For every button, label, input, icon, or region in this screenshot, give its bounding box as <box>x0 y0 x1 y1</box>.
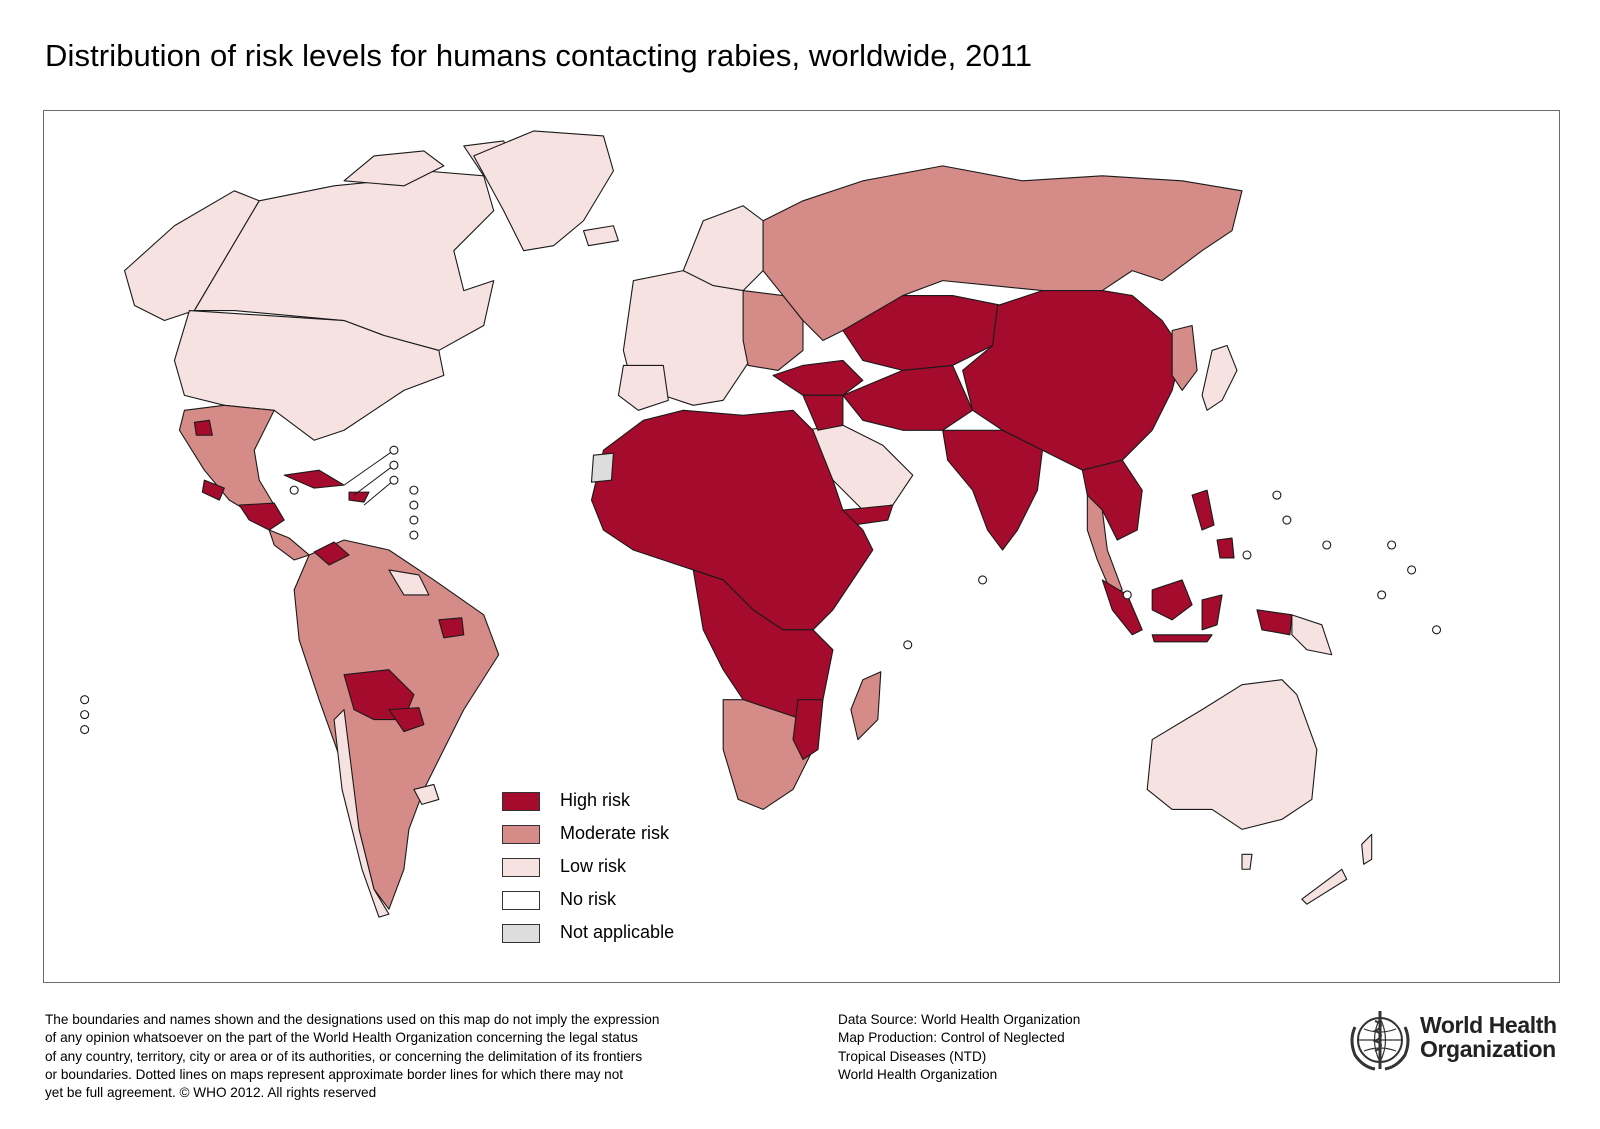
region-chile <box>333 709 390 918</box>
region-india <box>942 429 1043 551</box>
region-iceland <box>582 225 619 247</box>
region-south-america <box>293 539 500 910</box>
data-source-credits: Data Source: World Health Organization M… <box>838 1011 1080 1084</box>
region-greenland <box>473 130 614 252</box>
world-map-svg <box>80 130 1442 918</box>
region-mexico <box>178 404 275 516</box>
region-venezuela-high <box>313 541 350 566</box>
disclaimer-line: of any opinion whatsoever on the part of… <box>45 1030 638 1046</box>
legend-label: No risk <box>560 889 617 909</box>
who-wordmark: World Health Organization <box>1420 1013 1557 1061</box>
region-madagascar <box>850 671 882 741</box>
source-line: Tropical Diseases (NTD) <box>838 1048 987 1064</box>
region-mozambique <box>792 699 824 761</box>
region-new-zealand <box>1301 833 1373 905</box>
region-borneo <box>1151 579 1193 621</box>
region-cuba <box>283 469 370 503</box>
region-usa <box>173 309 445 441</box>
region-southern-africa <box>722 699 814 810</box>
legend-label: High risk <box>560 790 631 810</box>
region-levant <box>802 394 844 431</box>
who-wordmark-line1: World Health <box>1420 1012 1557 1038</box>
region-japan-korea-coast <box>1171 324 1198 391</box>
region-mexico-high <box>193 419 225 501</box>
region-tasmania <box>1241 853 1253 870</box>
region-new-guinea-west <box>1256 609 1293 636</box>
region-turkey-caucasus <box>772 359 864 396</box>
legend-label: Moderate risk <box>560 823 670 843</box>
who-emblem-icon <box>1350 1011 1410 1071</box>
region-new-guinea-east <box>1291 614 1333 656</box>
disclaimer-line: of any country, territory, city or area … <box>45 1048 643 1064</box>
small-island-markers <box>80 445 1442 735</box>
legend-swatch <box>502 924 540 943</box>
region-australia <box>1146 679 1318 830</box>
map-title: Distribution of risk levels for humans c… <box>45 38 1033 73</box>
legend-label: Not applicable <box>560 922 675 942</box>
region-arabia <box>802 424 914 511</box>
region-uruguay <box>413 783 440 805</box>
who-wordmark-line2: Organization <box>1420 1036 1556 1062</box>
source-line: Map Production: Control of Neglected <box>838 1030 1065 1046</box>
legend-swatch <box>502 858 540 877</box>
region-north-africa <box>590 409 874 631</box>
region-japan <box>1201 344 1238 411</box>
region-china-mongolia <box>962 290 1183 471</box>
legend-swatch <box>502 891 540 910</box>
region-sumatra <box>1101 579 1143 636</box>
legend-label: Low risk <box>560 856 627 876</box>
region-russia <box>762 165 1243 342</box>
disclaimer-line: yet be full agreement. © WHO 2012. All r… <box>45 1085 377 1101</box>
region-iran-afghanistan <box>842 364 974 431</box>
region-central-america-south <box>268 529 310 561</box>
region-brazil-northeast-high <box>438 617 465 639</box>
world-map <box>43 110 1560 983</box>
region-central-america <box>238 502 285 531</box>
disclaimer-line: or boundaries. Dotted lines on maps repr… <box>45 1066 624 1082</box>
map-disclaimer: The boundaries and names shown and the d… <box>45 1011 765 1102</box>
region-guianas <box>388 569 430 596</box>
region-philippines <box>1191 489 1235 559</box>
disclaimer-line: The boundaries and names shown and the d… <box>45 1012 660 1027</box>
source-line: World Health Organization <box>838 1066 998 1082</box>
region-sulawesi-java <box>1151 594 1223 643</box>
legend-swatch <box>502 825 540 844</box>
region-western-sahara <box>590 452 614 483</box>
source-line: Data Source: World Health Organization <box>838 1012 1081 1027</box>
region-iberia <box>617 364 669 411</box>
legend-swatch <box>502 792 540 811</box>
region-paraguay-high <box>388 707 425 733</box>
